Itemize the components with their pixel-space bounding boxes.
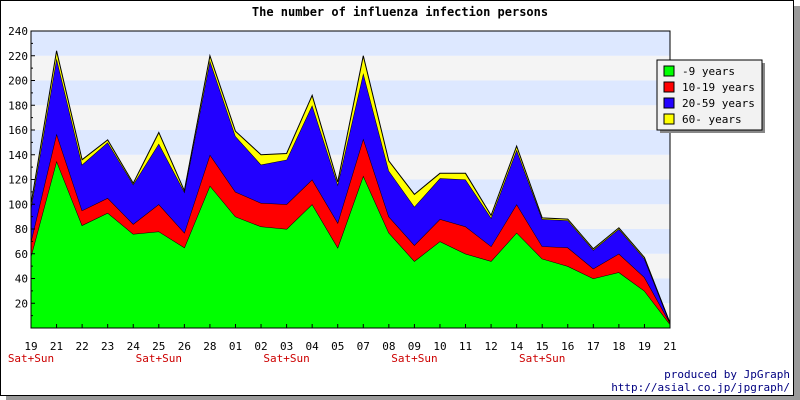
x-tick-label: 23 — [101, 340, 114, 353]
y-tick-label: 220 — [8, 50, 28, 63]
x-tick-label: 03 — [280, 340, 293, 353]
weekend-label: Sat+Sun — [8, 352, 54, 365]
legend-swatch — [663, 97, 675, 109]
x-tick-label: 14 — [510, 340, 524, 353]
x-tick-label: 01 — [229, 340, 242, 353]
x-tick-label: 22 — [75, 340, 88, 353]
y-tick-label: 80 — [15, 223, 28, 236]
legend: -9 years 10-19 years 20-59 years 60- years — [656, 59, 765, 133]
grid-band — [31, 80, 670, 106]
y-tick-label: 20 — [15, 297, 28, 310]
x-tick-label: 15 — [536, 340, 549, 353]
area-series-1 — [31, 133, 670, 325]
x-tick-label: 04 — [306, 340, 320, 353]
weekend-label: Sat+Sun — [519, 352, 565, 365]
weekend-label: Sat+Sun — [263, 352, 309, 365]
area-series-outline-3 — [30, 50, 671, 324]
weekend-label: Sat+Sun — [136, 352, 182, 365]
legend-label: 20-59 years — [682, 97, 755, 110]
x-tick-label: 07 — [357, 340, 370, 353]
legend-label: 10-19 years — [682, 81, 755, 94]
legend-swatch — [663, 65, 675, 77]
x-tick-label: 08 — [382, 340, 395, 353]
x-tick-label: 28 — [203, 340, 216, 353]
legend-swatch — [663, 81, 675, 93]
y-tick-label: 120 — [8, 174, 28, 187]
x-tick-label: 18 — [612, 340, 625, 353]
area-series-2 — [31, 58, 670, 324]
x-tick-label: 16 — [561, 340, 574, 353]
x-tick-label: 21 — [663, 340, 676, 353]
x-tick-label: 12 — [484, 340, 497, 353]
y-tick-label: 40 — [15, 273, 28, 286]
x-tick-label: 02 — [254, 340, 267, 353]
y-tick-label: 60 — [15, 248, 28, 261]
y-axis: 20 40 60 80 100 120 140 160 180 200 220 240 — [8, 25, 35, 317]
credit-produced-by: produced by JpGraph — [664, 368, 790, 381]
legend-label: -9 years — [682, 65, 735, 78]
x-tick-label: 19 — [24, 340, 37, 353]
area-series-0 — [31, 160, 670, 328]
y-tick-label: 240 — [8, 25, 28, 38]
weekend-label: Sat+Sun — [391, 352, 437, 365]
x-tick-label: 10 — [433, 340, 446, 353]
x-tick-label: 05 — [331, 340, 344, 353]
y-tick-label: 100 — [8, 198, 28, 211]
legend-label: 60- years — [682, 113, 742, 126]
x-tick-label: 19 — [638, 340, 651, 353]
credit-url[interactable]: http://asial.co.jp/jpgraph/ — [611, 381, 790, 394]
y-tick-label: 180 — [8, 99, 28, 112]
grid-band — [31, 31, 670, 56]
chart-title: The number of influenza infection person… — [252, 5, 548, 19]
y-tick-label: 160 — [8, 124, 28, 137]
y-tick-label: 140 — [8, 149, 28, 162]
x-tick-label: 25 — [152, 340, 165, 353]
x-tick-label: 21 — [50, 340, 63, 353]
x-tick-label: 26 — [178, 340, 191, 353]
y-tick-label: 200 — [8, 75, 28, 88]
x-tick-label: 24 — [127, 340, 141, 353]
x-tick-label: 11 — [459, 340, 472, 353]
x-tick-label: 09 — [408, 340, 421, 353]
x-tick-label: 17 — [587, 340, 600, 353]
legend-swatch — [663, 113, 675, 125]
stacked-areas — [30, 50, 671, 328]
grid-band — [31, 55, 670, 81]
